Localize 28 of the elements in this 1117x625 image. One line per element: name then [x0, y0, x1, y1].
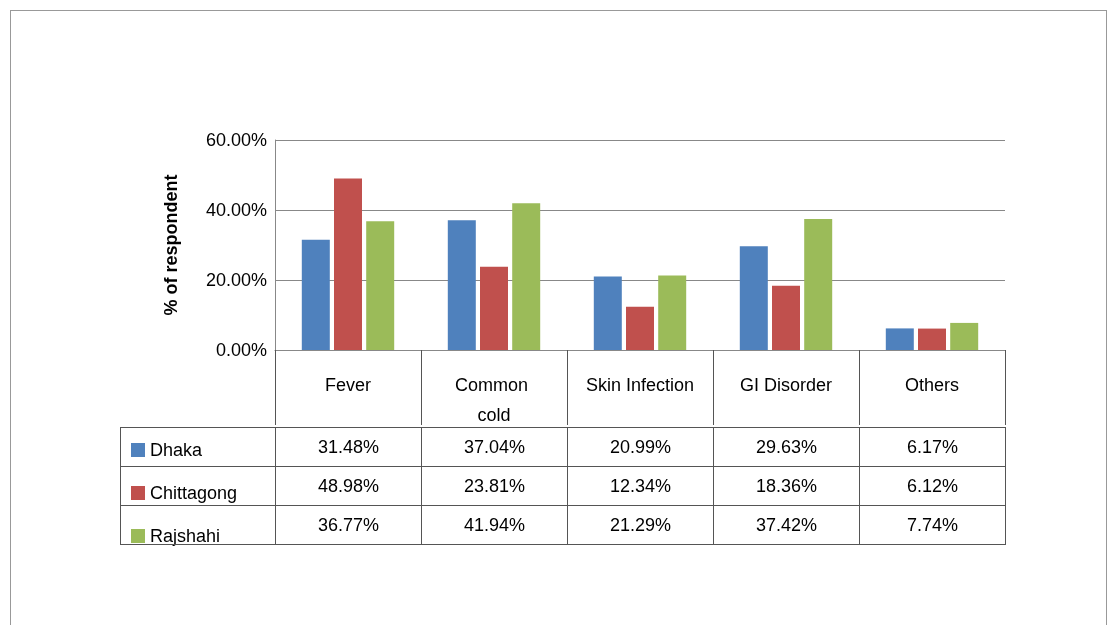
data-label: 48.98%	[275, 466, 422, 506]
data-label: 6.12%	[859, 466, 1006, 506]
x-tick-label: GI Disorder	[739, 375, 833, 395]
x-tick-label: Fever	[324, 375, 372, 395]
legend-label: Rajshahi	[150, 526, 221, 546]
data-label: 31.48%	[275, 427, 422, 467]
x-tick-label: Common cold	[454, 375, 534, 425]
data-label: 37.42%	[713, 505, 860, 545]
data-label: 6.17%	[859, 427, 1006, 467]
y-axis-title: % of respondent	[161, 174, 181, 316]
legend-label: Chittagong	[150, 483, 238, 503]
data-label: 21.29%	[567, 505, 714, 545]
x-tick-label: Skin Infection	[585, 375, 695, 395]
data-label: 12.34%	[567, 466, 714, 506]
y-tick-label: 60.00%	[205, 130, 267, 150]
data-label: 37.04%	[421, 427, 568, 467]
data-label: 18.36%	[713, 466, 860, 506]
data-label: 23.81%	[421, 466, 568, 506]
y-tick-label: 20.00%	[205, 270, 267, 290]
data-label: 29.63%	[713, 427, 860, 467]
data-label: 36.77%	[275, 505, 422, 545]
data-label: 41.94%	[421, 505, 568, 545]
data-label: 20.99%	[567, 427, 714, 467]
y-tick-label: 0.00%	[215, 340, 267, 360]
legend-label: Dhaka	[150, 440, 204, 460]
y-tick-label: 40.00%	[205, 200, 267, 220]
data-label: 7.74%	[859, 505, 1006, 545]
x-tick-label: Others	[904, 375, 960, 395]
